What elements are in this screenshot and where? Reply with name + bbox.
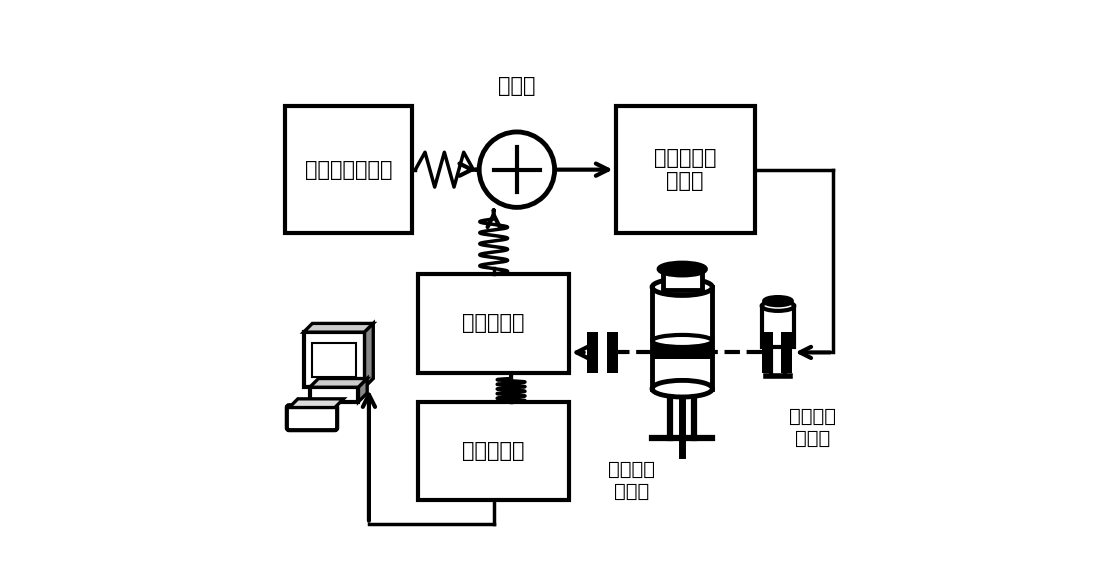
FancyBboxPatch shape (652, 287, 712, 389)
Polygon shape (359, 378, 367, 402)
Polygon shape (289, 399, 343, 408)
Ellipse shape (659, 263, 706, 275)
Ellipse shape (652, 279, 712, 296)
Text: 激光二极
管组件: 激光二极 管组件 (789, 408, 836, 448)
FancyBboxPatch shape (762, 306, 794, 347)
FancyBboxPatch shape (762, 332, 774, 373)
FancyBboxPatch shape (312, 343, 356, 377)
Polygon shape (365, 324, 374, 387)
Text: 函数信号发生器: 函数信号发生器 (304, 160, 392, 180)
FancyBboxPatch shape (287, 405, 337, 430)
Text: 锁相放大器: 锁相放大器 (463, 441, 525, 461)
FancyBboxPatch shape (662, 269, 701, 290)
Ellipse shape (652, 335, 712, 347)
FancyBboxPatch shape (615, 106, 755, 233)
FancyBboxPatch shape (418, 402, 569, 500)
Ellipse shape (764, 297, 792, 305)
Text: 晶体振荡器: 晶体振荡器 (463, 314, 525, 333)
FancyBboxPatch shape (780, 332, 793, 373)
Polygon shape (310, 378, 367, 387)
FancyBboxPatch shape (418, 274, 569, 373)
FancyBboxPatch shape (652, 341, 712, 359)
FancyBboxPatch shape (284, 106, 413, 233)
Circle shape (479, 132, 554, 208)
FancyBboxPatch shape (303, 332, 365, 387)
Ellipse shape (652, 380, 712, 397)
FancyBboxPatch shape (607, 332, 619, 373)
Text: 加法器: 加法器 (498, 76, 535, 96)
Ellipse shape (762, 301, 794, 311)
FancyBboxPatch shape (310, 387, 359, 402)
Polygon shape (303, 324, 374, 332)
Text: 激光及温度
控制器: 激光及温度 控制器 (653, 148, 717, 191)
Text: 光电探测
器组件: 光电探测 器组件 (609, 459, 656, 501)
FancyBboxPatch shape (586, 332, 598, 373)
